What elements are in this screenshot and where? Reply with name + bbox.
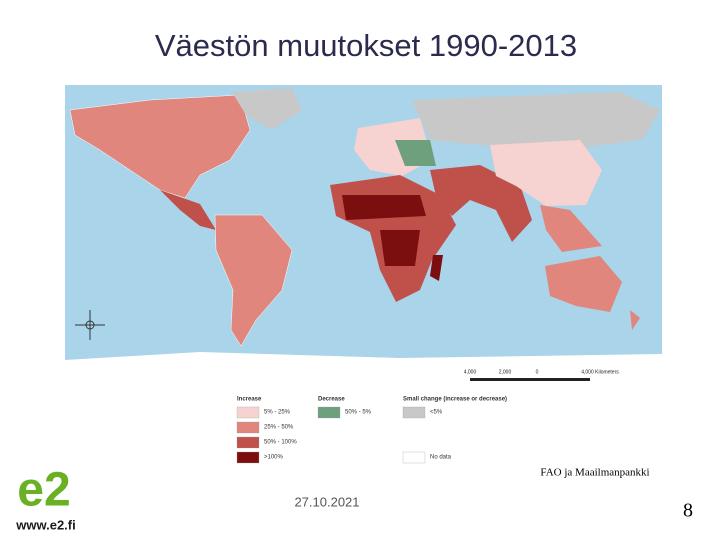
legend-label: No data: [430, 455, 452, 461]
russia: [412, 92, 660, 150]
legend: Increase 5% - 25% 25% - 50% 50% - 100% >100%…: [236, 397, 507, 464]
australia: [545, 256, 622, 312]
legend-label: 50% - 100%: [264, 440, 297, 446]
madagascar: [430, 255, 443, 281]
south-asia: [430, 165, 532, 242]
central-america: [160, 190, 216, 230]
source: FAO ja Maailmanpankki: [540, 467, 649, 479]
compass: [75, 310, 105, 340]
legend-swatch: [236, 451, 260, 464]
scale-bar: 4,000 2,000 0 4,000 Kilometers: [464, 369, 619, 381]
legend-swatch: [317, 406, 341, 419]
legend-swatch: [236, 406, 260, 419]
new-zealand: [630, 310, 640, 330]
legend-label: 50% - 5%: [345, 410, 372, 416]
logo-url: www.e2.fi: [15, 517, 75, 532]
legend-label: <5%: [430, 410, 443, 416]
logo-mark: e2: [17, 464, 70, 517]
scale-label: 4,000 Kilometers: [581, 369, 619, 375]
antarctica: [65, 352, 662, 385]
scale-label: 4,000: [464, 369, 477, 375]
legend-label: 25% - 50%: [264, 425, 294, 431]
greenland: [232, 88, 302, 130]
slide-title: Väestön muutokset 1990-2013: [155, 28, 577, 63]
legend-swatch: [236, 421, 260, 434]
eastern-europe: [395, 140, 436, 166]
legend-heading: Decrease: [318, 397, 345, 403]
legend-label: 5% - 25%: [264, 410, 291, 416]
china: [490, 140, 602, 206]
date: 27.10.2021: [294, 494, 359, 509]
legend-heading: Small change (increase or decrease): [403, 397, 507, 403]
legend-swatch: [402, 406, 426, 419]
page-number: 8: [683, 500, 693, 522]
scale-label: 2,000: [499, 369, 512, 375]
scale-label: 0: [536, 369, 539, 375]
legend-heading: Increase: [237, 397, 262, 403]
north-america: [69, 94, 251, 199]
southeast-asia: [540, 205, 602, 252]
legend-swatch: [236, 436, 260, 449]
world-map: 4,000 2,000 0 4,000 Kilometers: [65, 85, 662, 385]
sahel: [342, 195, 426, 220]
central-africa: [380, 230, 420, 266]
south-america: [214, 214, 293, 347]
legend-label: >100%: [264, 455, 284, 461]
legend-swatch: [402, 451, 426, 464]
logo: e2 www.e2.fi: [15, 464, 75, 533]
